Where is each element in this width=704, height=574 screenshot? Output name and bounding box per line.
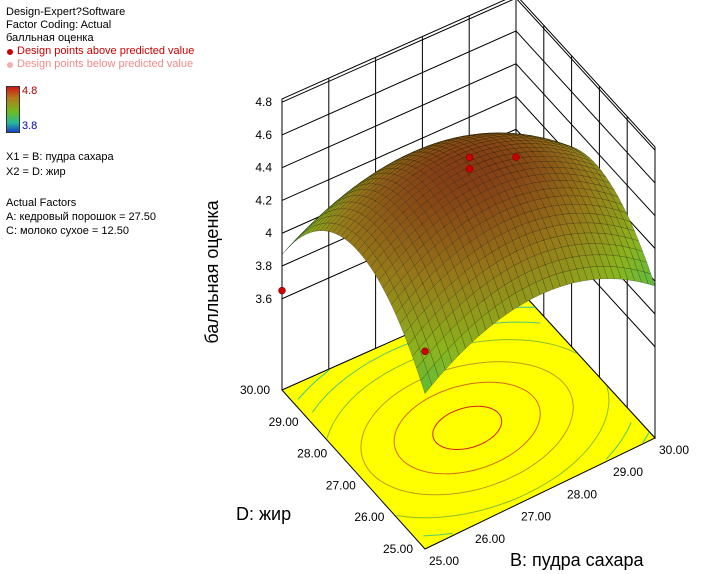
design-point <box>512 153 520 161</box>
color-scale-bar <box>6 86 20 133</box>
x-axis-label: B: пудра сахара <box>510 550 645 570</box>
surface-cell <box>420 372 432 394</box>
y-tick-label: 28.00 <box>297 447 327 461</box>
x-tick-label: 26.00 <box>475 532 505 546</box>
z-tick-label: 3.6 <box>255 292 272 306</box>
floor-contour <box>281 285 656 550</box>
wall-grid-left <box>281 0 514 103</box>
z-tick-label: 3.8 <box>255 259 272 273</box>
wall-grid-left <box>281 63 517 169</box>
z-tick-label: 4 <box>265 226 272 240</box>
x-tick-label: 28.00 <box>567 487 597 501</box>
z-tick-label: 4.6 <box>255 128 272 142</box>
tick-labels: 3.6 3.8 4 4.2 4.4 4.6 4.8 25.00 26.00 27.00 28.00 2… <box>240 95 689 568</box>
x-tick-label: 27.00 <box>521 510 551 524</box>
y-tick-label: 29.00 <box>269 415 299 429</box>
z-tick-label: 4.4 <box>255 161 272 175</box>
above-label: Design points above predicted value <box>17 45 195 57</box>
legend: Design-Expert?Software Factor Coding: Ac… <box>6 6 194 71</box>
factor-c: C: молоко сухое = 12.50 <box>6 225 129 237</box>
y-axis-label: D: жир <box>236 504 291 524</box>
x2-mapping: X2 = D: жир <box>6 166 66 178</box>
floor-contour-line <box>432 405 503 450</box>
design-point <box>465 153 474 162</box>
x-tick-label: 25.00 <box>429 554 459 568</box>
y-tick-label: 27.00 <box>326 478 356 492</box>
wall-grid-right <box>515 30 656 184</box>
color-scale-min: 3.8 <box>22 120 38 132</box>
response-label: балльная оценка <box>6 32 94 44</box>
above-point-icon <box>7 48 13 55</box>
wall-grid-right <box>515 63 656 217</box>
design-point <box>465 165 474 173</box>
below-label: Design points below predicted value <box>17 58 194 70</box>
floor-contour-line <box>360 361 574 496</box>
x-tick-label: 30.00 <box>659 443 689 457</box>
x-tick-label: 29.00 <box>613 465 643 479</box>
axis-mapping: X1 = B: пудра сахара X2 = D: жир <box>6 150 114 180</box>
floor-contour-line <box>393 381 541 475</box>
y-tick-label: 25.00 <box>383 542 413 556</box>
color-scale-max: 4.8 <box>22 85 38 97</box>
design-point <box>278 286 286 295</box>
wall-grid-left <box>281 30 517 136</box>
software-label: Design-Expert?Software <box>6 6 126 18</box>
actual-factors-title: Actual Factors <box>6 197 77 209</box>
factor-coding-label: Factor Coding: Actual <box>6 19 112 31</box>
design-point <box>421 347 429 356</box>
factor-a: A: кедровый порошок = 27.50 <box>6 211 156 223</box>
legend-below: Design points below predicted value <box>6 58 194 71</box>
z-tick-label: 4.2 <box>255 193 272 207</box>
below-point-icon <box>7 61 13 68</box>
wall-grid-right <box>516 0 656 151</box>
legend-above: Design points above predicted value <box>6 45 194 58</box>
design-points <box>278 153 520 356</box>
x1-mapping: X1 = B: пудра сахара <box>6 151 114 163</box>
z-tick-label: 4.8 <box>255 95 272 109</box>
response-surface <box>281 132 656 394</box>
z-axis-label: балльная оценка <box>202 199 222 343</box>
y-tick-label: 26.00 <box>354 510 384 524</box>
y-tick-label: 30.00 <box>240 383 270 397</box>
wall-grid-left <box>281 96 517 201</box>
actual-factors: Actual Factors A: кедровый порошок = 27.… <box>6 196 156 238</box>
